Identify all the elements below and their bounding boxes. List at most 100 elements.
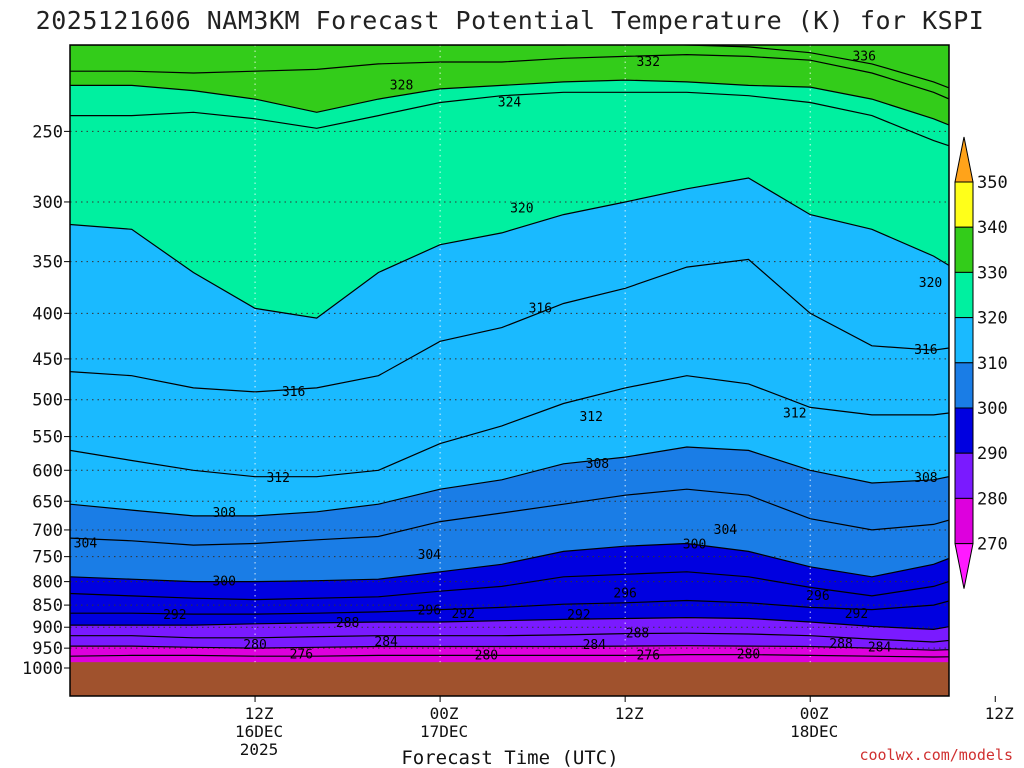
colorbar-label-300: 300 [977,399,1008,419]
y-axis: 2503003504004505005506006507007508008509… [22,122,70,679]
contour-label-320-4: 320 [510,201,533,216]
colorbar-label-350: 350 [977,173,1008,193]
isentrope-300 [70,542,949,583]
contour-label-296-21: 296 [806,589,829,604]
colorbar-segment-270 [954,497,974,545]
x-tick-label-54-0: 12Z [985,704,1014,723]
ground-surface [70,662,949,696]
y-tick-label-700: 700 [32,521,63,541]
isentrope-320 [70,177,949,319]
contour-label-336-1: 336 [852,49,875,64]
colorbar-segment-290 [954,407,974,454]
colorbar-label-330: 330 [977,263,1008,283]
contour-label-308-12: 308 [914,471,937,486]
y-tick-label-400: 400 [32,304,63,324]
contour-label-284-30: 284 [374,635,398,650]
contour-label-304-17: 304 [74,537,98,552]
isentrope-324 [70,91,949,147]
colorbar-segment-310 [954,317,974,364]
isentrope-288 [70,616,949,631]
y-tick-label-850: 850 [32,596,63,616]
x-tick-label-18-1: 17DEC [420,722,468,741]
contour-label-276-37: 276 [637,648,660,663]
isentrope-332 [70,53,949,100]
colorbar-label-290: 290 [977,444,1008,464]
y-tick-label-450: 450 [32,350,63,370]
y-tick-label-750: 750 [32,548,63,568]
contour-label-312-13: 312 [266,471,289,486]
isentrope-contours [70,45,949,658]
contour-labels: 332 336 328 324 320 320 316 316 316 312 312 308 308 3… [74,49,943,663]
isentrope-336 [70,45,949,89]
x-tick-label-18-0: 00Z [430,704,459,723]
contour-label-308-14: 308 [212,506,235,521]
colorbar-segment-300 [954,362,974,409]
isentrope-276 [70,654,949,658]
contour-label-292-25: 292 [845,607,868,622]
y-tick-label-250: 250 [32,122,63,142]
colorbar-segment-320 [954,271,974,319]
contour-label-316-7: 316 [914,343,937,358]
colorbar-label-340: 340 [977,218,1008,238]
colorbar-segment-280 [954,452,974,499]
x-tick-label-6-0: 12Z [245,704,274,723]
contour-label-308-11: 308 [586,457,609,472]
contour-label-288-29: 288 [829,637,852,652]
contour-label-300-18: 300 [683,538,706,553]
colorbar-segment-330 [954,226,974,273]
isentrope-328 [70,79,949,126]
y-tick-label-300: 300 [32,193,63,213]
contour-label-316-8: 316 [282,385,305,400]
contour-label-288-28: 288 [626,627,649,642]
colorbar-label-270: 270 [977,535,1008,555]
contour-label-312-10: 312 [579,410,602,425]
y-tick-label-800: 800 [32,573,63,593]
contour-label-280-34: 280 [475,648,498,663]
credit-text: coolwx.com/models [859,746,1013,764]
contour-label-276-36: 276 [290,648,313,663]
colorbar-bottom-arrow [954,543,974,589]
contour-label-280-35: 280 [737,648,760,663]
contour-label-280-33: 280 [243,638,266,653]
isentrope-312 [70,375,949,478]
y-tick-label-350: 350 [32,253,63,273]
contour-label-332-0: 332 [637,55,660,70]
colorbar-legend: 350 340 330 320 310 300 290 280 270 [954,136,1008,589]
colorbar-label-280: 280 [977,489,1008,509]
contour-label-296-22: 296 [418,604,441,619]
contour-label-304-15: 304 [418,548,442,563]
contour-label-292-23: 292 [451,607,474,622]
contour-label-288-27: 288 [336,616,359,631]
contour-label-316-6: 316 [529,301,552,316]
contour-label-312-9: 312 [783,406,806,421]
plot-frame [69,44,950,697]
colorbar-segment-340 [954,181,974,228]
isentrope-316 [70,258,949,393]
contour-label-292-26: 292 [163,608,186,623]
contour-label-324-3: 324 [498,95,522,110]
isentrope-308 [70,446,949,517]
x-tick-label-6-1: 16DEC [235,722,283,741]
isentrope-280 [70,645,949,651]
isentrope-304 [70,488,949,546]
colorbar-top-arrow [954,136,974,183]
contour-label-292-24: 292 [567,608,590,623]
y-tick-label-650: 650 [32,492,63,512]
x-tick-label-6-2: 2025 [240,740,279,759]
x-tick-label-42-0: 00Z [800,704,829,723]
y-tick-label-1000: 1000 [22,659,63,679]
chart-title: 2025121606 NAM3KM Forecast Potential Tem… [36,6,985,35]
x-tick-label-30-0: 12Z [615,704,644,723]
contour-label-300-19: 300 [212,575,235,590]
y-tick-label-500: 500 [32,391,63,411]
isentrope-296 [70,571,949,601]
y-tick-label-550: 550 [32,428,63,448]
colorbar-label-310: 310 [977,354,1008,374]
contour-label-284-32: 284 [868,640,892,655]
y-tick-label-900: 900 [32,618,63,638]
colorbar-label-320: 320 [977,309,1008,329]
contour-label-284-31: 284 [583,638,607,653]
isentrope-292 [70,599,949,615]
